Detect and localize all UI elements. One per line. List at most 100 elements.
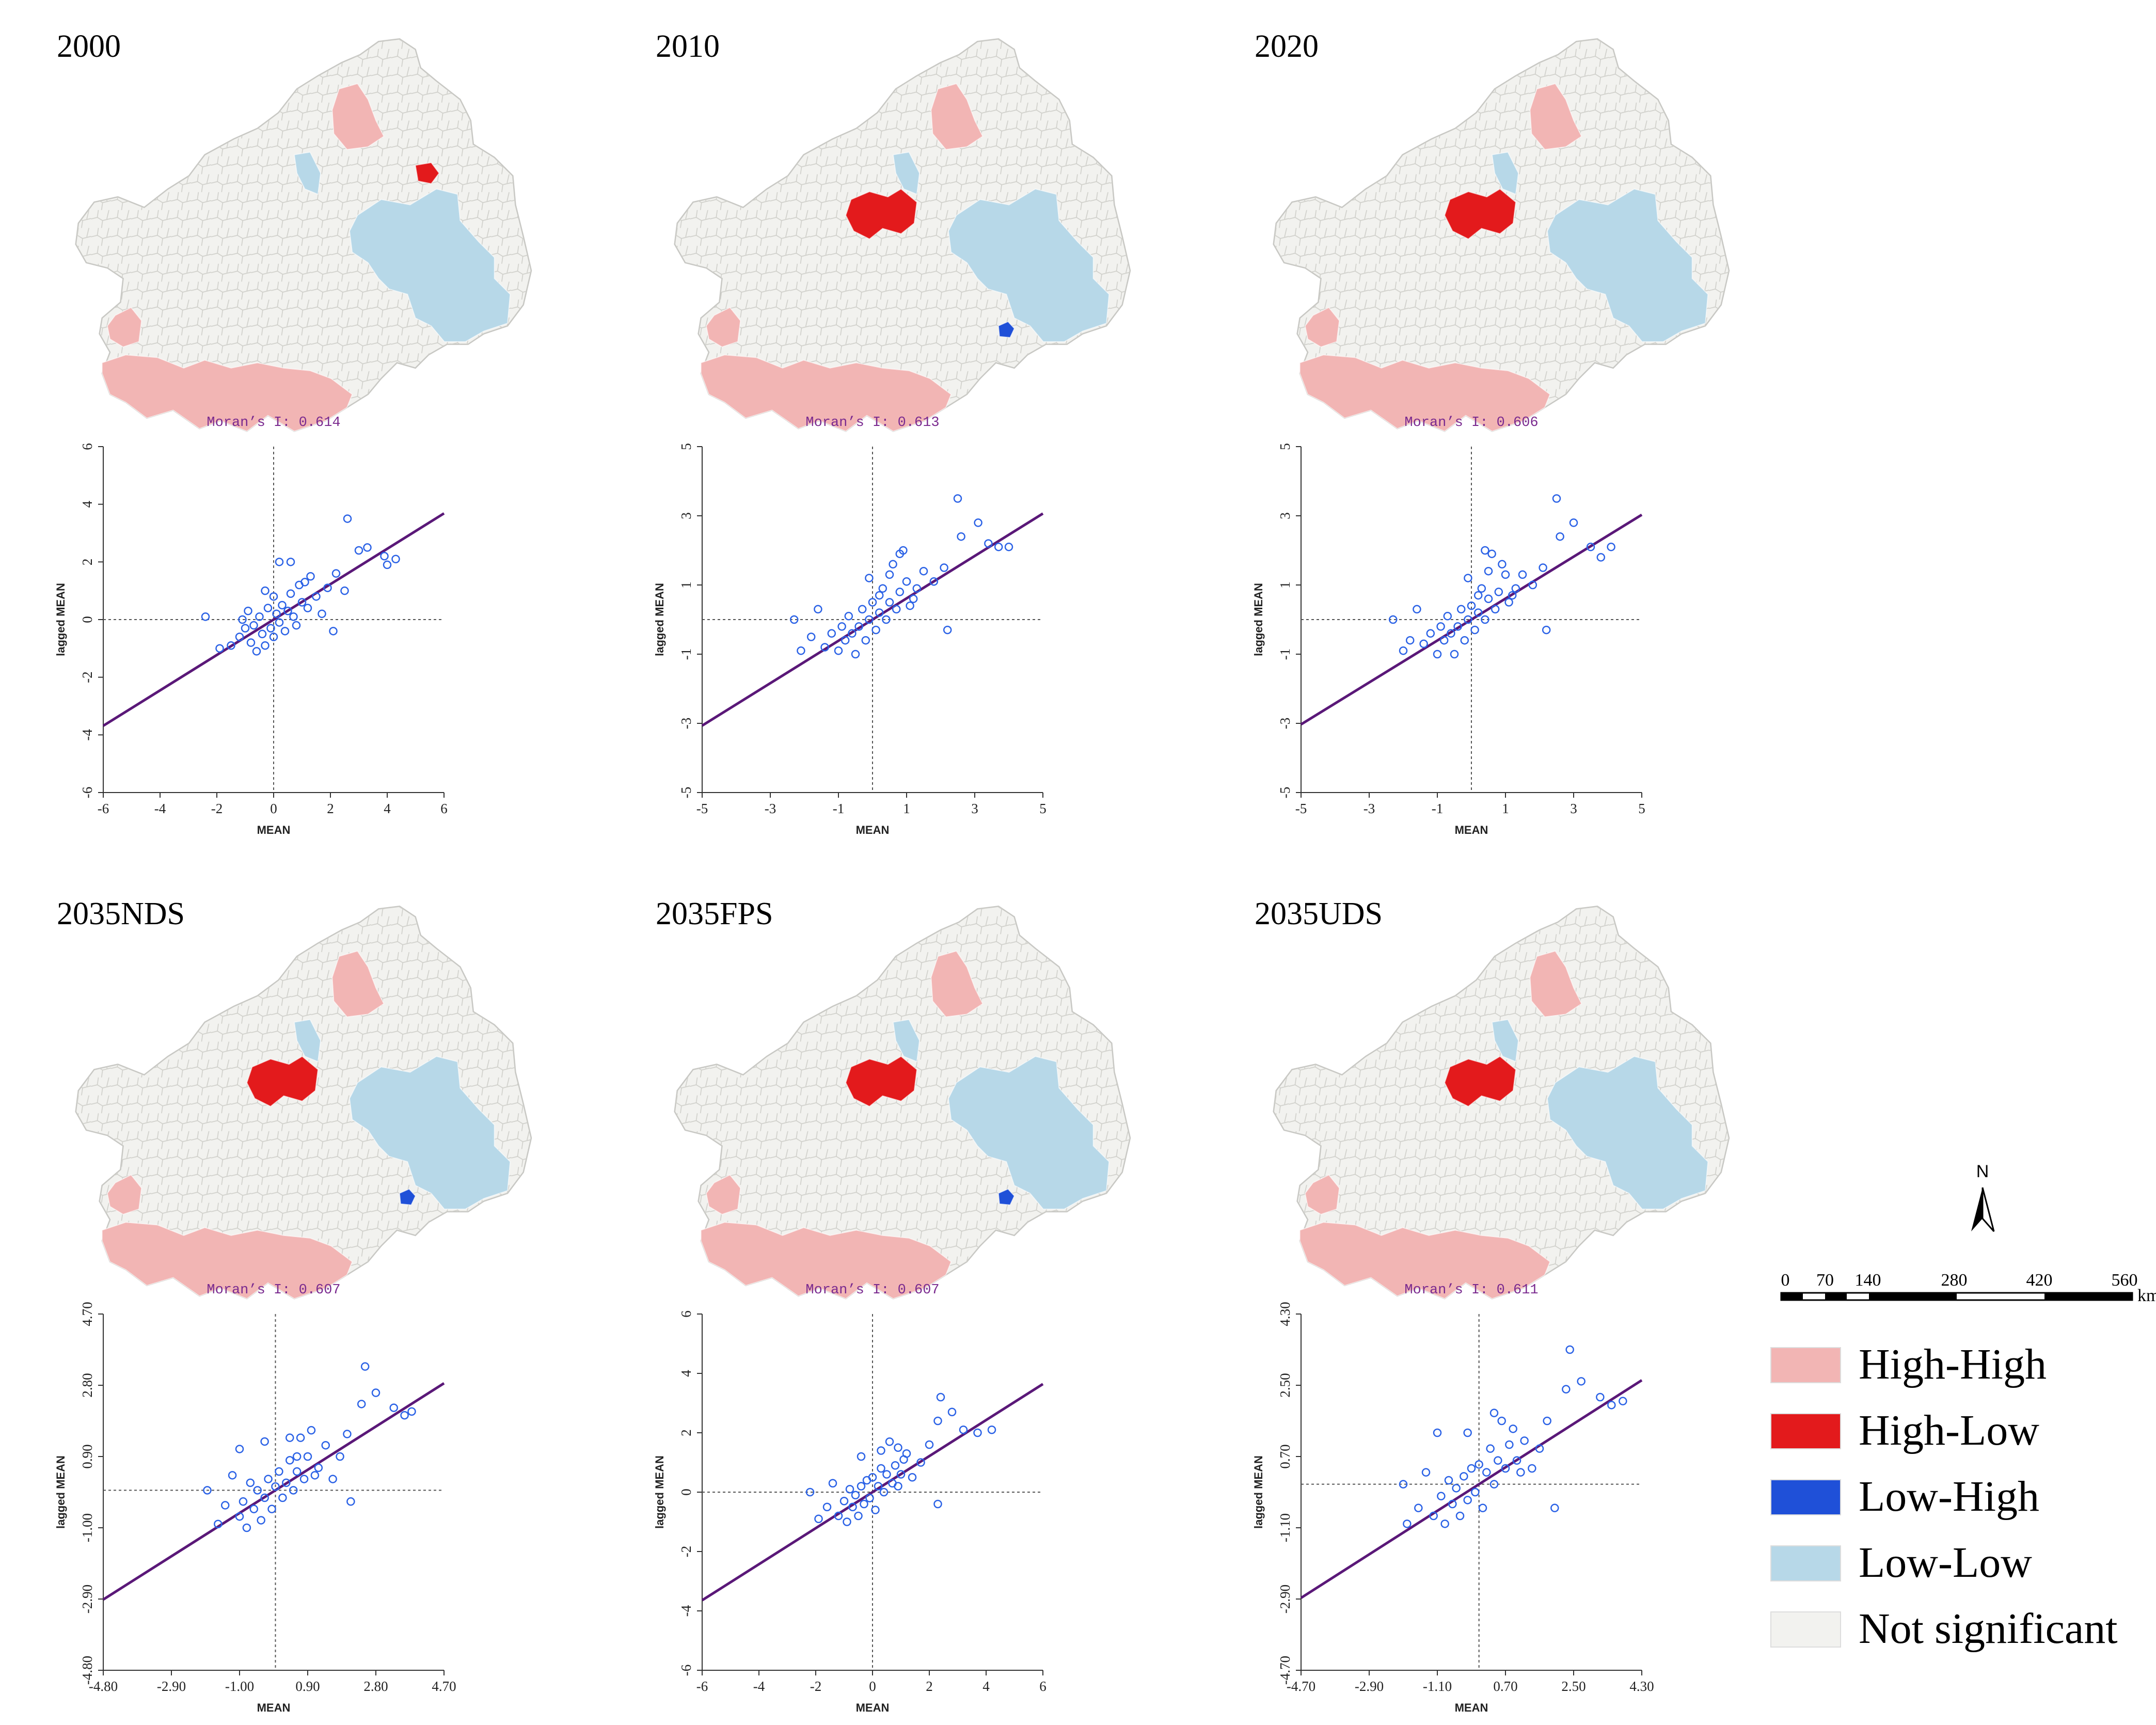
legend-item-not-significant: Not significant [1770,1605,2118,1653]
scatter-point [854,622,863,631]
y-tick-label: -1.00 [80,1513,95,1542]
y-tick-label: -4 [80,729,95,741]
x-axis-label: MEAN [257,1701,291,1714]
y-tick-label: -4.80 [80,1656,95,1685]
north-arrow: N [1971,1162,1995,1232]
scatter-point [253,1486,262,1495]
scatter-point [885,598,894,607]
scatter-point [899,1455,908,1464]
scatter-point [1516,1468,1525,1477]
cluster-south-hh [700,1174,952,1300]
scatter-point [805,1487,815,1497]
cluster-center-hl [1444,188,1516,240]
scatter-point [255,612,264,621]
x-tick-label: -1.10 [1423,1679,1452,1694]
scatter-point [987,1426,996,1434]
x-axis-label: MEAN [1455,824,1488,836]
x-tick-label: 4 [384,801,391,816]
scatter-point [861,636,870,645]
charts-layer: Moran’s I: 0.614 -6 -4 -2 0 2 4 6 -6 -4 -2 0 2 4 6 MEAN… [54,415,1654,1714]
y-tick-label: -6 [80,787,95,799]
x-tick-label: -3 [765,801,776,816]
scatter-point [1607,543,1615,551]
scatter-point [257,1516,265,1525]
y-tick-label: -1 [1277,648,1293,660]
scatter-point [275,618,284,627]
scatter-point [874,1482,883,1491]
scatter-point [1471,1487,1480,1497]
scatter-point [865,615,874,624]
scatter-point [1004,543,1013,551]
scatter-point [925,1440,934,1449]
x-tick-label: 2.50 [1561,1679,1586,1694]
scatter-point [280,627,290,636]
scatter-point [261,586,270,595]
scatter-point [1512,1456,1521,1465]
scatter-point [827,629,836,638]
scatter-point [1433,1428,1442,1437]
scatter-point [275,1467,283,1476]
scatter-point [1473,591,1483,600]
scatter-point [865,1494,874,1502]
scatter-point [841,636,850,645]
scatter-point [1481,546,1489,555]
scatter-point [271,1482,280,1491]
cluster-north-hh [1529,950,1582,1018]
scatter-point [875,608,884,617]
scatter-point [331,569,341,578]
scatter-point [973,1428,982,1437]
scatter-point [238,615,247,624]
scatter-point [1596,1392,1605,1402]
scatter-point [249,1505,259,1513]
cluster-center-hl [1444,1055,1516,1107]
scatter-point [891,1461,900,1470]
scatter-point [1505,1440,1514,1449]
scatter-point [354,546,363,555]
scatter-point [246,1478,255,1487]
scatter-point [235,1445,244,1453]
scatter-point [868,598,877,607]
x-tick-label: 2.80 [363,1679,388,1694]
scatter-point [1491,605,1500,614]
y-tick-label: 2 [678,1429,694,1436]
cluster-north-hl-small [415,162,440,184]
cluster-center-ll-strip [892,1019,920,1063]
scatter-point [272,609,281,619]
scatter-point [1607,1401,1616,1410]
scatter-point [241,624,250,632]
x-tick-label: 0 [869,1679,876,1694]
scatter-point [1450,650,1459,659]
y-axis-label: lagged MEAN [54,583,67,656]
scatter-point [1429,1511,1438,1521]
scatter-point [1596,553,1606,562]
x-tick-label: 5 [1638,801,1645,816]
scatter-point [1556,532,1564,541]
chart-title: Moran’s I: 0.606 [1404,415,1538,431]
scatter-point [314,1463,323,1473]
scatter-point [336,1452,344,1461]
scatter-point [1419,639,1428,648]
chart-title: Moran’s I: 0.607 [207,1283,340,1298]
scatter-point [303,1452,312,1461]
scatter-point [1528,580,1537,590]
cluster-south-hh [1299,307,1551,432]
scale-label-140: 140 [1855,1271,1881,1290]
scatter-point [1535,1444,1544,1453]
scatter-point [1452,1484,1461,1493]
legend-swatch [1770,1611,1841,1648]
legend-label: Low-High [1859,1473,2039,1521]
scatter-point [1460,1472,1468,1481]
scatter-point [1433,650,1442,659]
y-tick-label: 3 [678,512,694,519]
scatter-point [906,601,914,610]
x-axis-label: MEAN [257,824,291,836]
scatter-point [1481,615,1489,624]
scatter-point [1388,615,1398,624]
scatter-point [843,1517,851,1526]
map-regions [1273,905,1730,1300]
scatter-point [882,1470,891,1479]
scatter-point [865,574,874,582]
scatter-point [407,1407,416,1416]
scatter-point [908,1473,917,1482]
